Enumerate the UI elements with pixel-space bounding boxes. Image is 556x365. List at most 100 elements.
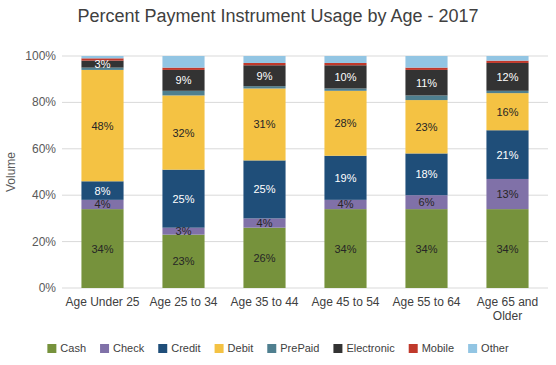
legend-swatch bbox=[47, 344, 56, 353]
data-label: 32% bbox=[172, 127, 194, 139]
data-label: 23% bbox=[415, 121, 437, 133]
bar-segment bbox=[405, 68, 447, 70]
data-label: 25% bbox=[172, 193, 194, 205]
bar-segment bbox=[324, 156, 366, 200]
data-label: 8% bbox=[95, 185, 111, 197]
legend-label: Electronic bbox=[346, 342, 395, 354]
grid-line bbox=[62, 195, 548, 196]
data-label: 6% bbox=[419, 196, 435, 208]
data-label: 26% bbox=[253, 252, 275, 264]
legend-label: Mobile bbox=[422, 342, 454, 354]
legend-label: Credit bbox=[171, 342, 200, 354]
bar-segment bbox=[243, 63, 285, 65]
data-label: 34% bbox=[415, 243, 437, 255]
bar-segment bbox=[486, 93, 528, 130]
legend-label: PrePaid bbox=[280, 342, 319, 354]
bar-segment bbox=[243, 65, 285, 86]
bar-segment bbox=[405, 95, 447, 100]
bar-segment bbox=[324, 63, 366, 65]
legend-swatch bbox=[158, 344, 167, 353]
bar-segment bbox=[486, 91, 528, 93]
y-tick-label: 40% bbox=[32, 188, 56, 202]
bar-segment bbox=[243, 88, 285, 160]
bar-segment bbox=[81, 181, 123, 200]
bar-segment bbox=[405, 153, 447, 195]
legend-item: Credit bbox=[158, 342, 200, 354]
bar-segment bbox=[243, 56, 285, 63]
grid-line bbox=[62, 288, 548, 289]
legend: Cash Check Credit Debit PrePaid Electronic Mob… bbox=[47, 342, 509, 354]
legend-item: PrePaid bbox=[267, 342, 319, 354]
data-label: 28% bbox=[334, 117, 356, 129]
grid-line bbox=[62, 102, 548, 103]
data-label: 19% bbox=[334, 172, 356, 184]
bar-segment bbox=[162, 56, 204, 68]
data-label: 4% bbox=[338, 198, 354, 210]
legend-label: Debit bbox=[228, 342, 254, 354]
x-tick-label: Age 25 to 34 bbox=[149, 295, 217, 309]
data-label: 12% bbox=[496, 71, 518, 83]
x-tick-label: Age 55 to 64 bbox=[392, 295, 460, 309]
data-label: 11% bbox=[416, 77, 437, 89]
legend-swatch bbox=[333, 344, 342, 353]
bar-segment bbox=[162, 235, 204, 288]
legend-swatch bbox=[267, 344, 276, 353]
bar-segment bbox=[243, 228, 285, 288]
bar-segment bbox=[324, 91, 366, 156]
legend-swatch bbox=[215, 344, 224, 353]
data-label: 13% bbox=[496, 188, 518, 200]
data-label: 25% bbox=[253, 183, 275, 195]
grid-line bbox=[62, 241, 548, 242]
bar-segment bbox=[405, 70, 447, 96]
bar-segment bbox=[486, 63, 528, 91]
bar-segment bbox=[405, 56, 447, 68]
bar-segment bbox=[324, 209, 366, 288]
legend-swatch bbox=[409, 344, 418, 353]
legend-item: Mobile bbox=[409, 342, 454, 354]
bar-segment bbox=[81, 209, 123, 288]
bar-segment bbox=[162, 68, 204, 70]
legend-item: Check bbox=[100, 342, 145, 354]
data-label: 34% bbox=[334, 243, 356, 255]
grid-line bbox=[62, 56, 548, 57]
bar-segment bbox=[405, 195, 447, 209]
data-label: 10% bbox=[334, 71, 356, 83]
x-tick-label: Age 35 to 44 bbox=[230, 295, 298, 309]
bar-segment bbox=[243, 160, 285, 218]
x-tick-label: Age 65 andOlder bbox=[477, 295, 538, 323]
chart: Percent Payment Instrument Usage by Age … bbox=[0, 0, 556, 365]
y-axis-label: Volume bbox=[4, 152, 18, 192]
data-label: 34% bbox=[496, 243, 518, 255]
bar-segment bbox=[324, 56, 366, 63]
legend-swatch bbox=[100, 344, 109, 353]
data-label: 16% bbox=[496, 106, 518, 118]
data-label: 3% bbox=[95, 58, 111, 70]
bar-segment bbox=[324, 88, 366, 90]
y-tick-label: 20% bbox=[32, 235, 56, 249]
y-tick-label: 0% bbox=[39, 281, 57, 295]
y-tick-label: 100% bbox=[25, 49, 56, 63]
y-tick-label: 80% bbox=[32, 95, 56, 109]
bar-segment bbox=[486, 130, 528, 179]
data-label: 21% bbox=[496, 149, 518, 161]
bar-segment bbox=[405, 209, 447, 288]
data-label: 34% bbox=[91, 243, 113, 255]
data-label: 9% bbox=[176, 74, 192, 86]
legend-item: Debit bbox=[215, 342, 254, 354]
data-label: 23% bbox=[172, 255, 194, 267]
data-label: 48% bbox=[91, 120, 113, 132]
grid-line bbox=[62, 148, 548, 149]
bar-segment bbox=[486, 56, 528, 61]
legend-item: Other bbox=[468, 342, 509, 354]
bars bbox=[81, 56, 528, 288]
x-tick-label: Age Under 25 bbox=[65, 295, 139, 309]
data-label: 4% bbox=[257, 217, 273, 229]
data-label: 18% bbox=[415, 168, 437, 180]
legend-item: Cash bbox=[47, 342, 86, 354]
legend-label: Other bbox=[481, 342, 509, 354]
bar-segment bbox=[81, 70, 123, 181]
data-label: 9% bbox=[257, 70, 273, 82]
bar-segment bbox=[405, 100, 447, 153]
bar-segment bbox=[486, 209, 528, 288]
data-label: 3% bbox=[176, 225, 192, 237]
